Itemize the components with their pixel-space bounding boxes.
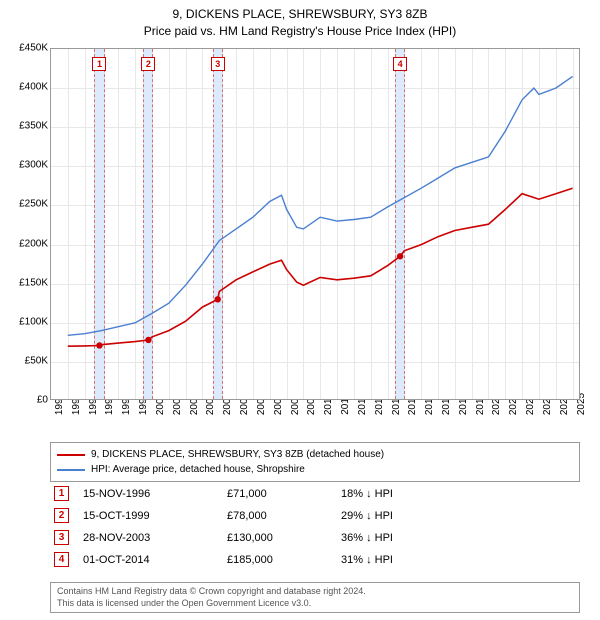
sale-point-marker: [215, 296, 221, 302]
event-row: 1 15-NOV-1996 £71,000 18% ↓ HPI: [50, 484, 580, 506]
event-number-box: 1: [54, 486, 69, 501]
y-axis-label: £250K: [2, 199, 48, 210]
legend: 9, DICKENS PLACE, SHREWSBURY, SY3 8ZB (d…: [50, 442, 580, 482]
event-diff: 31% ↓ HPI: [341, 554, 451, 566]
title-line1: 9, DICKENS PLACE, SHREWSBURY, SY3 8ZB: [0, 6, 600, 23]
legend-swatch: [57, 454, 85, 456]
event-price: £185,000: [227, 554, 327, 566]
footer-line2: This data is licensed under the Open Gov…: [57, 598, 573, 610]
event-date: 28-NOV-2003: [83, 532, 213, 544]
sale-point-marker: [96, 342, 102, 348]
chart-container: 9, DICKENS PLACE, SHREWSBURY, SY3 8ZB Pr…: [0, 0, 600, 620]
y-axis-label: £150K: [2, 277, 48, 288]
event-row: 2 15-OCT-1999 £78,000 29% ↓ HPI: [50, 506, 580, 528]
event-row: 3 28-NOV-2003 £130,000 36% ↓ HPI: [50, 528, 580, 550]
legend-label: HPI: Average price, detached house, Shro…: [91, 462, 305, 477]
event-date: 15-NOV-1996: [83, 488, 213, 500]
y-axis-label: £200K: [2, 238, 48, 249]
legend-item: HPI: Average price, detached house, Shro…: [57, 462, 573, 477]
event-diff: 18% ↓ HPI: [341, 488, 451, 500]
y-axis-label: £450K: [2, 43, 48, 54]
y-axis-label: £100K: [2, 316, 48, 327]
price-paid-line: [68, 188, 573, 346]
event-marker: 1: [92, 57, 106, 71]
title-block: 9, DICKENS PLACE, SHREWSBURY, SY3 8ZB Pr…: [0, 0, 600, 40]
events-table: 1 15-NOV-1996 £71,000 18% ↓ HPI 2 15-OCT-1999…: [50, 484, 580, 572]
event-number-box: 2: [54, 508, 69, 523]
legend-label: 9, DICKENS PLACE, SHREWSBURY, SY3 8ZB (d…: [91, 447, 384, 462]
y-axis-label: £300K: [2, 160, 48, 171]
title-line2: Price paid vs. HM Land Registry's House …: [0, 23, 600, 40]
event-date: 15-OCT-1999: [83, 510, 213, 522]
event-marker: 3: [211, 57, 225, 71]
event-marker: 2: [141, 57, 155, 71]
y-axis-label: £400K: [2, 82, 48, 93]
event-number-box: 3: [54, 530, 69, 545]
y-axis-label: £350K: [2, 121, 48, 132]
hpi-line: [68, 76, 573, 335]
event-price: £78,000: [227, 510, 327, 522]
footer-line1: Contains HM Land Registry data © Crown c…: [57, 586, 573, 598]
event-diff: 29% ↓ HPI: [341, 510, 451, 522]
y-axis-label: £50K: [2, 355, 48, 366]
sale-point-marker: [397, 253, 403, 259]
footer-attribution: Contains HM Land Registry data © Crown c…: [50, 582, 580, 613]
y-axis-label: £0: [2, 395, 48, 406]
legend-item: 9, DICKENS PLACE, SHREWSBURY, SY3 8ZB (d…: [57, 447, 573, 462]
sale-point-marker: [145, 337, 151, 343]
event-diff: 36% ↓ HPI: [341, 532, 451, 544]
event-row: 4 01-OCT-2014 £185,000 31% ↓ HPI: [50, 550, 580, 572]
chart-plot-area: 1 2 3 4: [50, 48, 580, 400]
event-price: £71,000: [227, 488, 327, 500]
event-date: 01-OCT-2014: [83, 554, 213, 566]
event-marker: 4: [393, 57, 407, 71]
chart-lines: [51, 49, 579, 399]
event-price: £130,000: [227, 532, 327, 544]
event-number-box: 4: [54, 552, 69, 567]
legend-swatch: [57, 469, 85, 471]
